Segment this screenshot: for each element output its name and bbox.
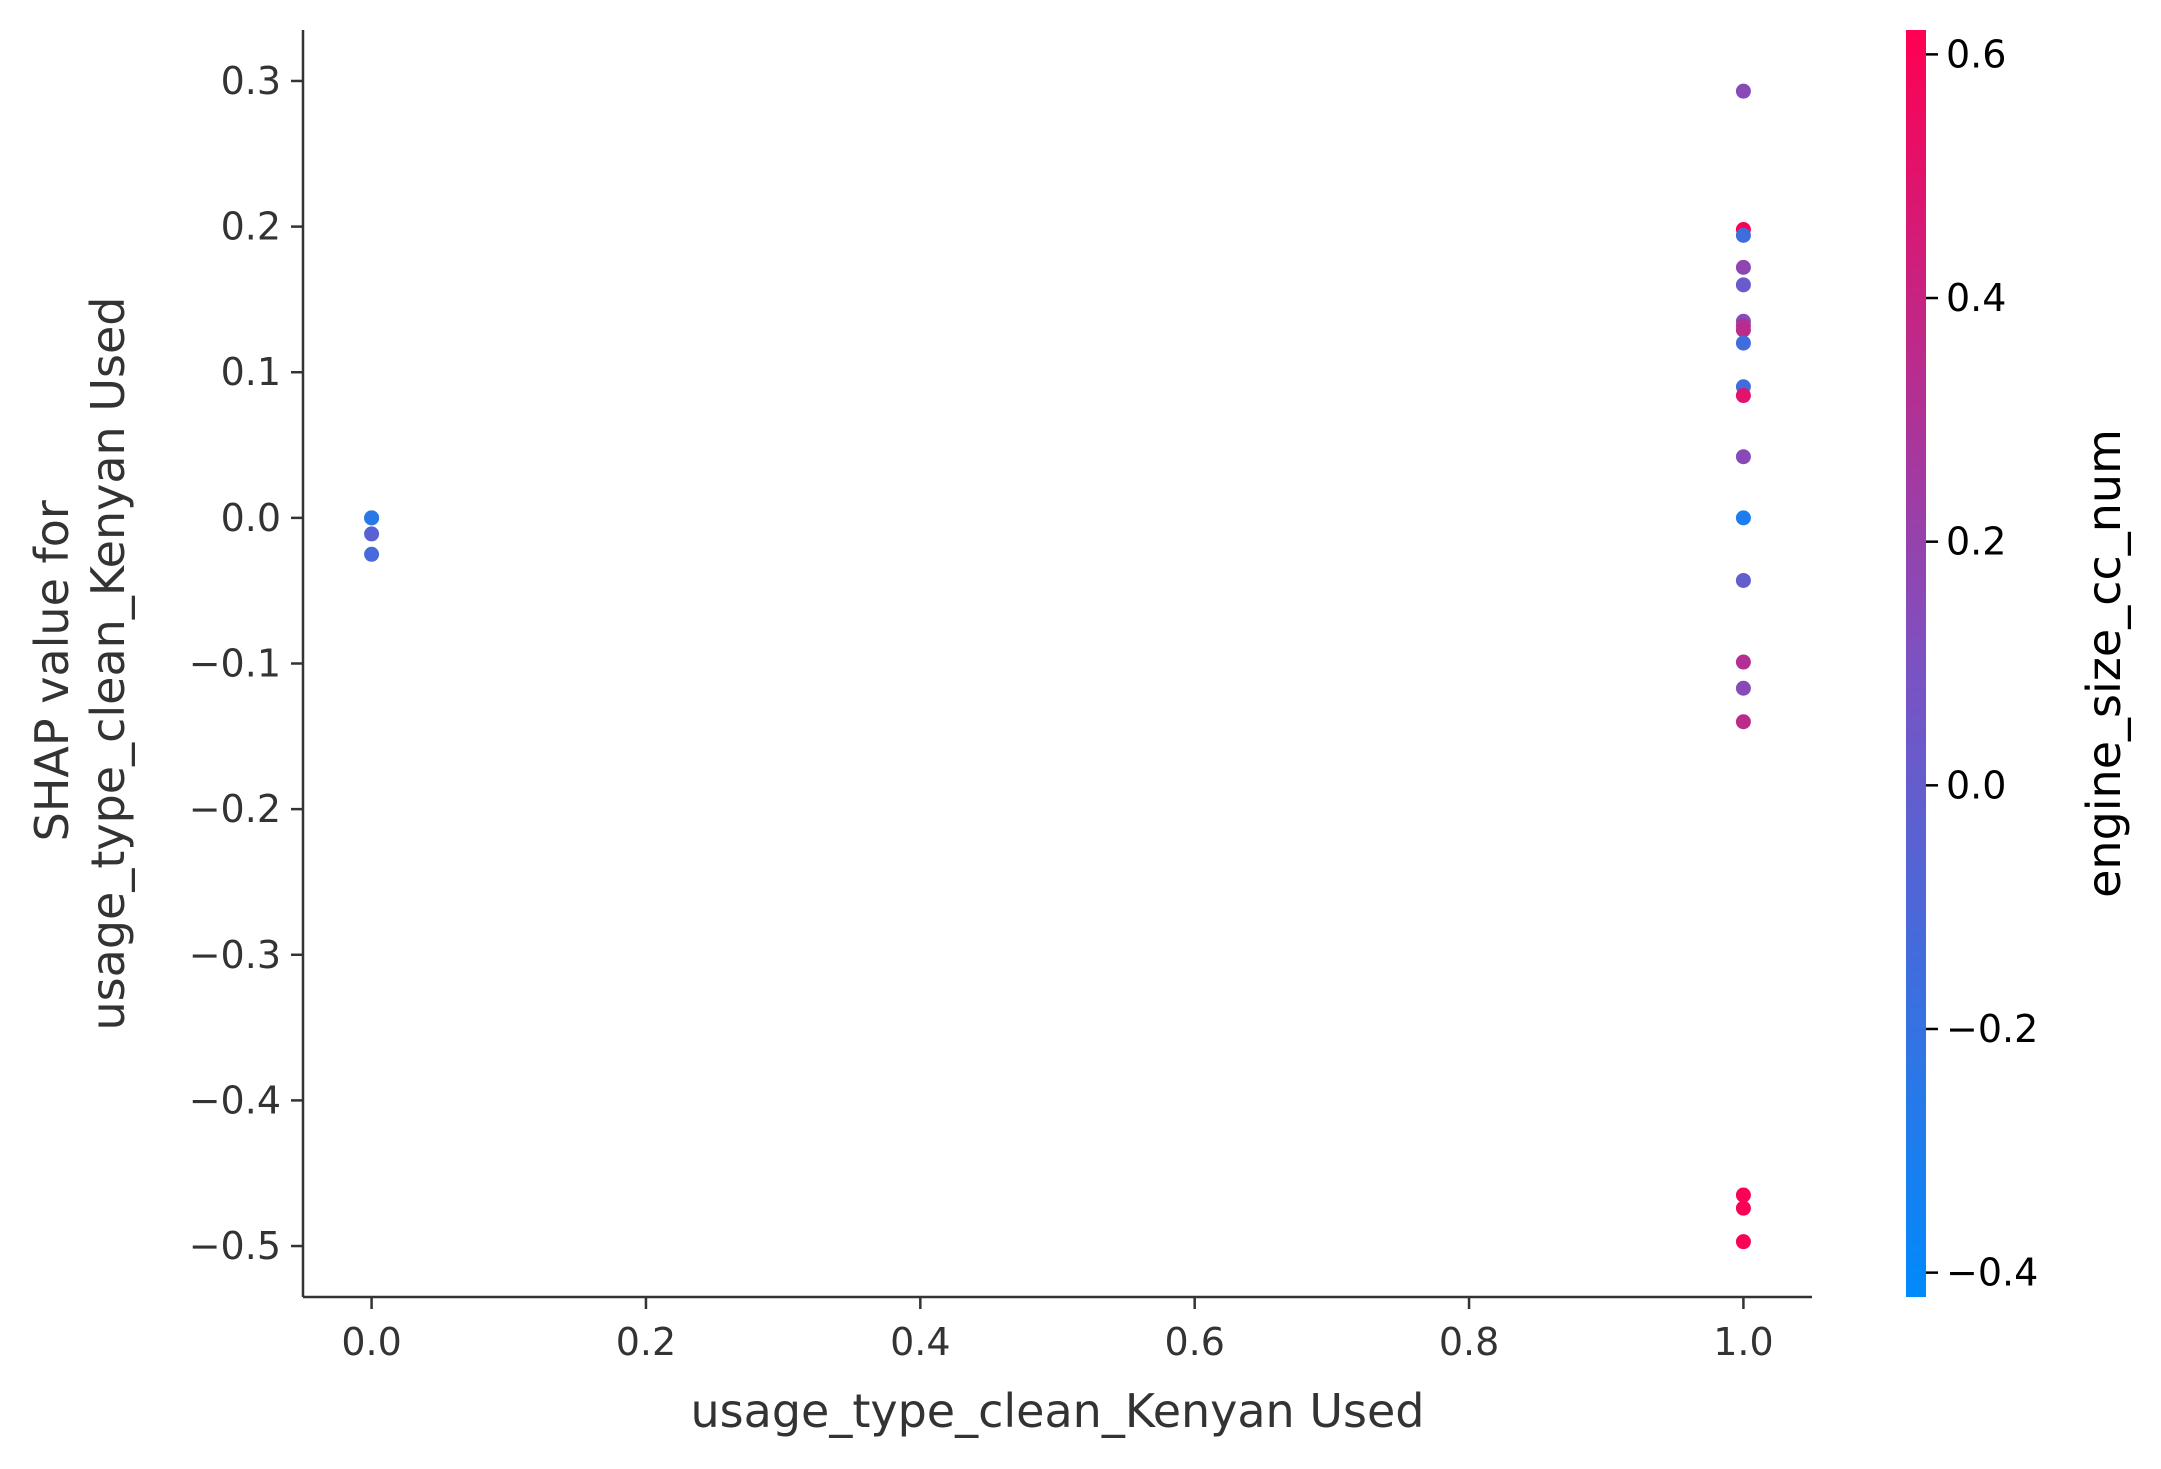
data-points (364, 83, 1751, 1250)
scatter-point (1735, 1234, 1751, 1250)
scatter-point (1735, 322, 1751, 338)
y-tick-label: −0.1 (189, 642, 281, 686)
y-tick-label: −0.4 (189, 1078, 281, 1122)
y-tick-label: 0.0 (221, 496, 281, 540)
scatter-point (1735, 388, 1751, 404)
scatter-point (1735, 277, 1751, 293)
y-tick-label: 0.3 (221, 59, 281, 103)
scatter-point (1735, 1200, 1751, 1216)
scatter-point (364, 510, 380, 526)
y-axis-title-line-2: usage_type_clean_Kenyan Used (81, 297, 135, 1031)
colorbar: 0.6 0.4 0.2 0.0 −0.2 −0.4 engine_size_cc_num (1906, 30, 2131, 1297)
scatter-point (1735, 1187, 1751, 1203)
colorbar-tick-label: 0.6 (1946, 32, 2006, 76)
y-tick-label: −0.5 (189, 1224, 281, 1268)
y-axis-title-line-1: SHAP value for (25, 500, 79, 841)
colorbar-tick-label: 0.0 (1946, 763, 2006, 807)
scatter-point (1735, 335, 1751, 351)
scatter-point (1735, 654, 1751, 670)
colorbar-tick-label: 0.4 (1946, 276, 2006, 320)
y-axis-ticks: 0.3 0.2 0.1 0.0 −0.1 −0.2 −0.3 −0.4 −0.5 (189, 59, 303, 1268)
y-tick-label: −0.3 (189, 933, 281, 977)
x-tick-label: 0.0 (341, 1320, 401, 1364)
y-tick-label: 0.2 (221, 205, 281, 249)
colorbar-tick-label: −0.2 (1946, 1007, 2038, 1051)
x-tick-label: 0.4 (890, 1320, 950, 1364)
x-axis-ticks: 0.0 0.2 0.4 0.6 0.8 1.0 (341, 1297, 1774, 1364)
scatter-point (1735, 714, 1751, 730)
colorbar-title: engine_size_cc_num (2077, 429, 2131, 898)
scatter-point (1735, 227, 1751, 243)
scatter-point (1735, 510, 1751, 526)
y-tick-label: 0.1 (221, 350, 281, 394)
colorbar-ticks: 0.6 0.4 0.2 0.0 −0.2 −0.4 (1926, 32, 2038, 1295)
plot-area: 0.30.20.10.0−0.1−0.2−0.3−0.4−0.5 0.0 0.2 0… (189, 30, 1812, 1364)
x-tick-label: 0.2 (616, 1320, 676, 1364)
y-tick-label: −0.2 (189, 787, 281, 831)
scatter-point (1735, 449, 1751, 465)
scatter-point (364, 546, 380, 562)
x-tick-label: 1.0 (1713, 1320, 1773, 1364)
x-axis-title: usage_type_clean_Kenyan Used (691, 1384, 1425, 1438)
x-tick-label: 0.6 (1164, 1320, 1224, 1364)
scatter-point (364, 526, 380, 542)
scatter-point (1735, 572, 1751, 588)
scatter-point (1735, 259, 1751, 275)
y-axis-title: SHAP value for usage_type_clean_Kenyan U… (25, 297, 135, 1031)
colorbar-gradient (1906, 30, 1926, 1297)
colorbar-tick-label: 0.2 (1946, 520, 2006, 564)
x-tick-label: 0.8 (1439, 1320, 1499, 1364)
scatter-point (1735, 83, 1751, 99)
colorbar-tick-label: −0.4 (1946, 1251, 2038, 1295)
scatter-point (1735, 680, 1751, 696)
